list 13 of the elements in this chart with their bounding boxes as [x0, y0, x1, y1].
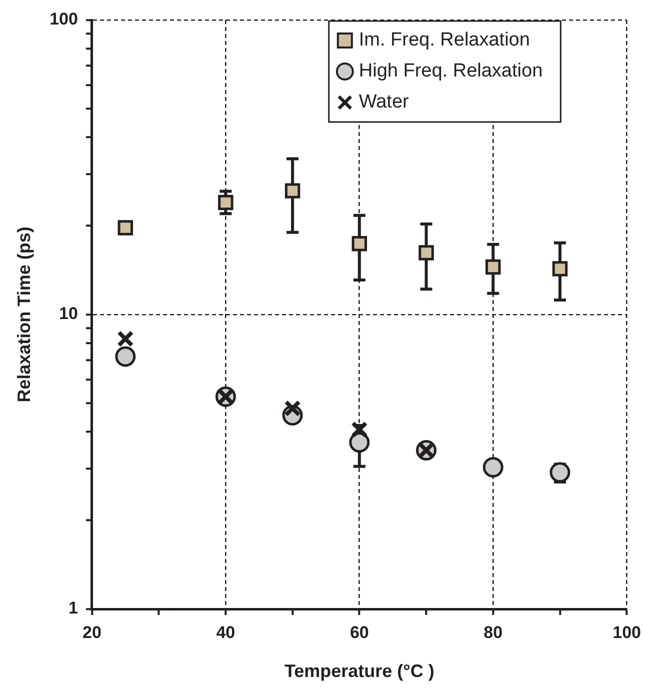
x-axis-title: Temperature (°C ): [284, 661, 434, 682]
y-axis-title: Relaxation Time (ps): [14, 226, 34, 402]
x-tick-label: 60: [350, 622, 369, 642]
y-tick-label: 10: [59, 304, 78, 324]
x-tick-label: 80: [484, 622, 503, 642]
legend-label: High Freq. Relaxation: [358, 60, 543, 82]
x-tick-label: 20: [82, 622, 102, 642]
x-tick-label: 100: [612, 622, 642, 642]
legend-label: Water: [358, 92, 410, 113]
x-tick-label: 40: [216, 622, 236, 642]
legend-label: Im. Freq. Relaxation: [358, 30, 530, 51]
y-tick-label: 1: [68, 598, 78, 618]
y-tick-label: 100: [50, 10, 78, 29]
